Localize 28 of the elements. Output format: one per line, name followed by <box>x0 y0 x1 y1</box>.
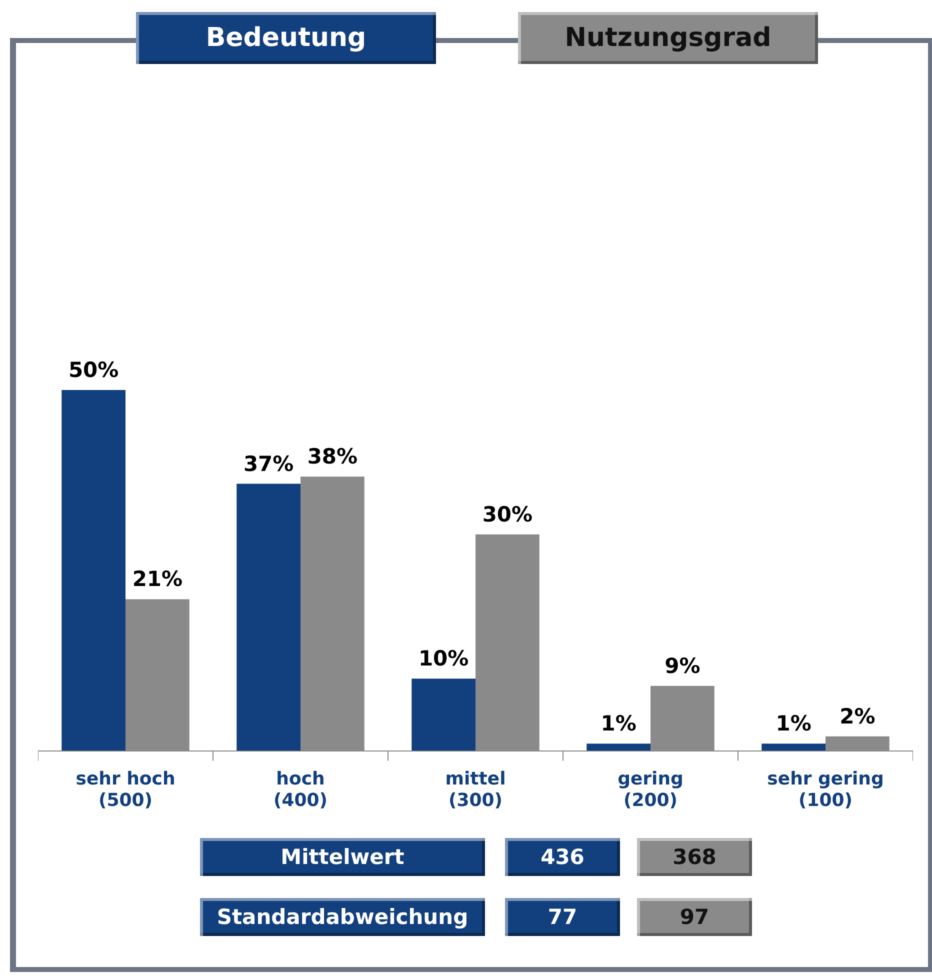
text: 368 <box>637 838 752 876</box>
data-label: 37% <box>243 452 294 476</box>
bar <box>762 744 826 751</box>
data-label: 2% <box>840 704 876 728</box>
x-tick-label: sehr gering (100) <box>767 768 884 811</box>
text: Nutzungsgrad <box>518 12 818 64</box>
data-label: 9% <box>664 654 700 678</box>
x-tick-label: gering (200) <box>618 768 684 811</box>
text: 77 <box>505 898 620 936</box>
data-label: 1% <box>776 712 812 736</box>
x-tick-label: sehr hoch (500) <box>76 768 176 811</box>
data-label: 10% <box>418 646 469 671</box>
bar <box>236 484 300 751</box>
text: Standardabweichung <box>200 898 485 936</box>
bar <box>586 744 650 751</box>
x-tick-label: mittel (300) <box>445 768 506 811</box>
data-label: 21% <box>132 567 183 592</box>
bar <box>412 678 476 751</box>
text: 436 <box>505 838 620 876</box>
data-label: 1% <box>600 712 636 736</box>
text: Mittelwert <box>200 838 485 876</box>
data-label: 30% <box>482 502 533 526</box>
bar <box>62 390 126 751</box>
x-tick-label: hoch (400) <box>273 768 328 811</box>
text: Bedeutung <box>136 12 436 64</box>
text: 97 <box>637 898 752 936</box>
data-label: 38% <box>307 444 358 469</box>
data-label: 50% <box>68 358 119 382</box>
